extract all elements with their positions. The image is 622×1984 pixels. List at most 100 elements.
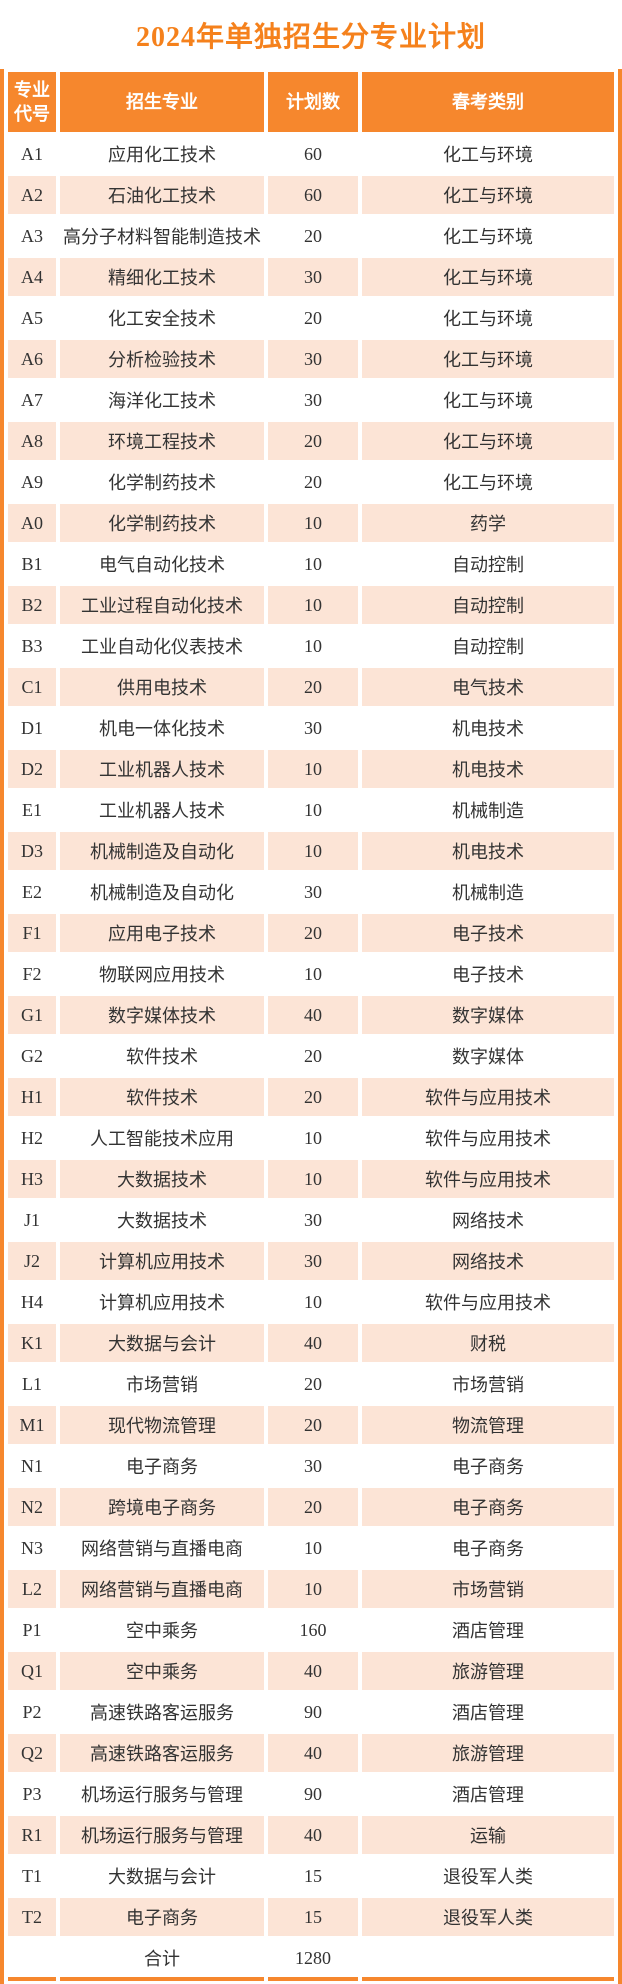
category-cell: 机电技术: [362, 709, 614, 747]
plan-count-cell: 10: [268, 791, 358, 829]
table-row: D3 机械制造及自动化 10 机电技术: [8, 832, 614, 870]
plan-count-cell: 20: [268, 914, 358, 952]
major-name-cell: 空中乘务: [60, 1611, 264, 1649]
major-code-cell: E2: [8, 873, 56, 911]
plan-count-cell: 10: [268, 955, 358, 993]
major-code-cell: D2: [8, 750, 56, 788]
category-cell: 电子商务: [362, 1488, 614, 1526]
plan-count-cell: 40: [268, 1734, 358, 1772]
plan-count-cell: 30: [268, 258, 358, 296]
major-name-cell: 工业自动化仪表技术: [60, 627, 264, 665]
category-cell: 化工与环境: [362, 217, 614, 255]
table-row: N3 网络营销与直播电商 10 电子商务: [8, 1529, 614, 1567]
table-row: L2 网络营销与直播电商 10 市场营销: [8, 1570, 614, 1608]
major-code-cell: A8: [8, 422, 56, 460]
major-code-cell: N1: [8, 1447, 56, 1485]
major-name-cell: 机场运行服务与管理: [60, 1775, 264, 1813]
major-code-cell: A6: [8, 340, 56, 378]
major-name-cell: 网络营销与直播电商: [60, 1570, 264, 1608]
plan-count-cell: 10: [268, 1119, 358, 1157]
category-cell: 电子商务: [362, 1529, 614, 1567]
category-cell: 机电技术: [362, 750, 614, 788]
major-code-cell: H2: [8, 1119, 56, 1157]
major-name-cell: 机电一体化技术: [60, 709, 264, 747]
major-code-cell: H3: [8, 1160, 56, 1198]
table-row: G1 数字媒体技术 40 数字媒体: [8, 996, 614, 1034]
category-cell: 旅游管理: [362, 1652, 614, 1690]
major-name-cell: 高分子材料智能制造技术: [60, 217, 264, 255]
table-row: H3 大数据技术 10 软件与应用技术: [8, 1160, 614, 1198]
category-cell: 酒店管理: [362, 1693, 614, 1731]
category-cell: 电子技术: [362, 955, 614, 993]
table-row: H4 计算机应用技术 10 软件与应用技术: [8, 1283, 614, 1321]
plan-count-cell: 40: [268, 1652, 358, 1690]
major-name-cell: 化工安全技术: [60, 299, 264, 337]
plan-count-cell: 10: [268, 1570, 358, 1608]
major-code-cell: A1: [8, 135, 56, 173]
category-cell: 软件与应用技术: [362, 1160, 614, 1198]
major-name-cell: 人工智能技术应用: [60, 1119, 264, 1157]
table-row: M1 现代物流管理 20 物流管理: [8, 1406, 614, 1444]
major-code-cell: M1: [8, 1406, 56, 1444]
table-row: E1 工业机器人技术 10 机械制造: [8, 791, 614, 829]
major-code-cell: C1: [8, 668, 56, 706]
category-cell: 运输: [362, 1816, 614, 1854]
table-row: J2 计算机应用技术 30 网络技术: [8, 1242, 614, 1280]
table-row: N2 跨境电子商务 20 电子商务: [8, 1488, 614, 1526]
plan-count-cell: 20: [268, 1078, 358, 1116]
table-row: A5 化工安全技术 20 化工与环境: [8, 299, 614, 337]
major-code-cell: T1: [8, 1857, 56, 1895]
major-name-cell: 现代物流管理: [60, 1406, 264, 1444]
plan-count-cell: 40: [268, 1324, 358, 1362]
plan-count-cell: 10: [268, 586, 358, 624]
table-row: J1 大数据技术 30 网络技术: [8, 1201, 614, 1239]
major-name-cell: 数字媒体技术: [60, 996, 264, 1034]
major-code-cell: N2: [8, 1488, 56, 1526]
major-name-cell: 应用电子技术: [60, 914, 264, 952]
enrollment-plan-table-wrap: 专业代号 招生专业 计划数 春考类别 A1 应用化工技术 60 化工与环境 A2 石油化工…: [0, 69, 622, 1984]
category-cell: 机电技术: [362, 832, 614, 870]
category-cell: 网络技术: [362, 1201, 614, 1239]
plan-count-cell: 10: [268, 1283, 358, 1321]
major-code-cell: Q1: [8, 1652, 56, 1690]
major-name-cell: 软件技术: [60, 1037, 264, 1075]
plan-count-cell: 10: [268, 750, 358, 788]
enrollment-plan-table: 专业代号 招生专业 计划数 春考类别 A1 应用化工技术 60 化工与环境 A2 石油化工…: [4, 69, 618, 1984]
table-row: A6 分析检验技术 30 化工与环境: [8, 340, 614, 378]
major-code-cell: F1: [8, 914, 56, 952]
plan-count-cell: 90: [268, 1693, 358, 1731]
header-row: 专业代号 招生专业 计划数 春考类别: [8, 72, 614, 132]
major-code-cell: P3: [8, 1775, 56, 1813]
category-cell: 财税: [362, 1324, 614, 1362]
major-name-cell: 大数据技术: [60, 1160, 264, 1198]
category-cell: 自动控制: [362, 627, 614, 665]
header-category: 春考类别: [362, 72, 614, 132]
major-name-cell: 跨境电子商务: [60, 1488, 264, 1526]
major-code-cell: B1: [8, 545, 56, 583]
category-cell: 药学: [362, 504, 614, 542]
plan-count-cell: 40: [268, 996, 358, 1034]
total-empty-category-cell: [362, 1939, 614, 1981]
category-cell: 机械制造: [362, 873, 614, 911]
plan-count-cell: 20: [268, 217, 358, 255]
category-cell: 化工与环境: [362, 463, 614, 501]
major-name-cell: 网络营销与直播电商: [60, 1529, 264, 1567]
plan-count-cell: 15: [268, 1898, 358, 1936]
table-row: Q1 空中乘务 40 旅游管理: [8, 1652, 614, 1690]
table-row: B2 工业过程自动化技术 10 自动控制: [8, 586, 614, 624]
major-name-cell: 工业机器人技术: [60, 791, 264, 829]
plan-count-cell: 60: [268, 176, 358, 214]
category-cell: 市场营销: [362, 1365, 614, 1403]
major-name-cell: 大数据技术: [60, 1201, 264, 1239]
major-name-cell: 工业过程自动化技术: [60, 586, 264, 624]
category-cell: 网络技术: [362, 1242, 614, 1280]
category-cell: 物流管理: [362, 1406, 614, 1444]
plan-count-cell: 10: [268, 504, 358, 542]
major-code-cell: P2: [8, 1693, 56, 1731]
major-name-cell: 空中乘务: [60, 1652, 264, 1690]
table-row: D2 工业机器人技术 10 机电技术: [8, 750, 614, 788]
plan-count-cell: 20: [268, 1037, 358, 1075]
major-name-cell: 化学制药技术: [60, 504, 264, 542]
major-name-cell: 软件技术: [60, 1078, 264, 1116]
table-row: P3 机场运行服务与管理 90 酒店管理: [8, 1775, 614, 1813]
